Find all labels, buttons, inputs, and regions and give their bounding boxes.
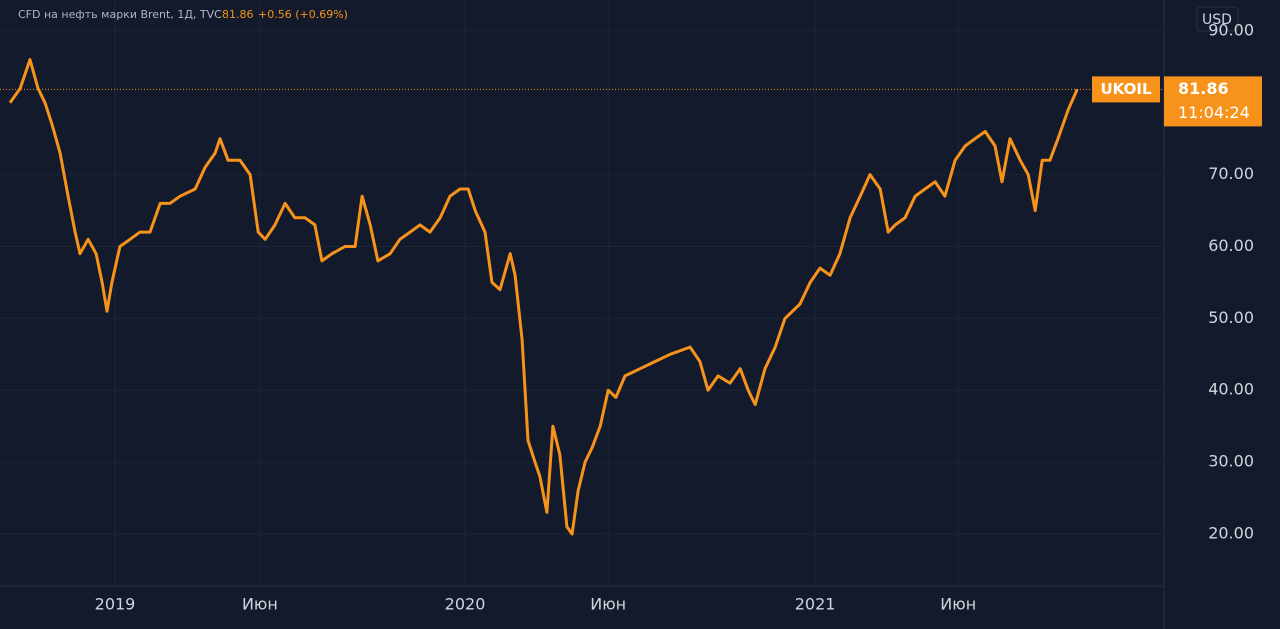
price-tag-value: 81.86: [1178, 79, 1229, 98]
last-price: 81.86: [222, 8, 254, 21]
y-tick-label: 30.00: [1208, 452, 1254, 471]
y-tick-label: 40.00: [1208, 380, 1254, 399]
x-tick-label: 2021: [795, 595, 836, 614]
y-tick-label: 70.00: [1208, 164, 1254, 183]
price-tag: [1164, 76, 1262, 127]
y-tick-label: 90.00: [1208, 20, 1254, 39]
chart-title: CFD на нефть марки Brent, 1Д, TVC: [18, 8, 222, 21]
symbol-label: UKOIL: [1100, 80, 1151, 98]
y-tick-label: 60.00: [1208, 236, 1254, 255]
x-tick-label: Июн: [940, 595, 976, 614]
currency[interactable]: USD: [1202, 12, 1232, 28]
price-line: [8, 58, 1079, 536]
y-tick-label: 20.00: [1208, 523, 1254, 542]
x-tick-label: Июн: [590, 595, 626, 614]
x-tick-label: Июн: [242, 595, 278, 614]
countdown: 11:04:24: [1178, 103, 1250, 122]
x-tick-label: 2020: [445, 595, 486, 614]
change: +0.56 (+0.69%): [258, 8, 348, 21]
x-tick-label: 2019: [95, 595, 136, 614]
currency-box[interactable]: [1196, 6, 1239, 32]
y-tick-label: 50.00: [1208, 308, 1254, 327]
symbol-tag: [1092, 76, 1160, 103]
